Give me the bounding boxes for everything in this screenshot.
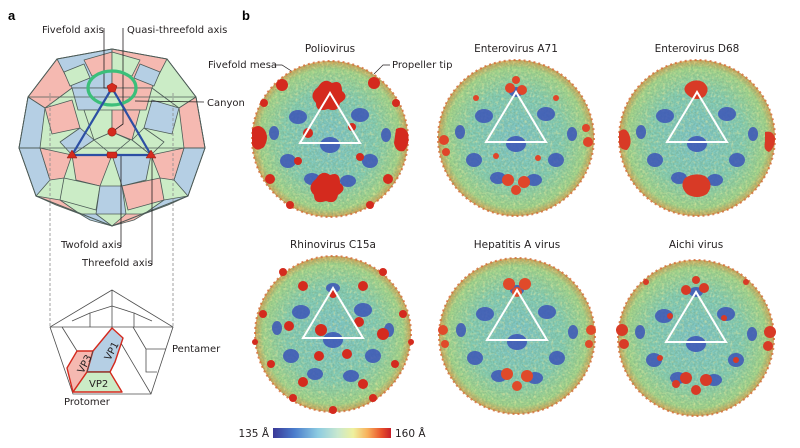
protomer — [66, 327, 124, 393]
fivefold-axis-marker — [106, 82, 118, 93]
quasi-threefold-axis-marker — [107, 127, 117, 137]
threefold-axis-marker-right — [145, 149, 157, 159]
quasi-threefold-axis-label: Quasi-threefold axis — [127, 25, 227, 36]
virus-map-rhinovirus-c15a — [252, 254, 414, 414]
vp2-label: VP2 — [89, 379, 108, 390]
canyon-ring — [86, 69, 138, 107]
icosahedron-diagram — [18, 48, 206, 227]
fivefold-mesa-label: Fivefold mesa — [208, 60, 277, 71]
virus-title-enterovirus-d68: Enterovirus D68 — [655, 43, 740, 55]
threefold-axis-label: Threefold axis — [81, 258, 153, 269]
panel-b: b Poliovirus Enterovirus A71 Enterovirus… — [208, 8, 777, 440]
panel-b-letter: b — [242, 8, 250, 23]
virus-map-enterovirus-d68 — [617, 58, 777, 218]
radius-colorbar: 135 Å 160 Å — [238, 427, 426, 440]
fivefold-axis-label: Fivefold axis — [42, 25, 104, 36]
colorbar-gradient — [273, 428, 391, 438]
propeller-tip-label: Propeller tip — [392, 60, 452, 71]
threefold-axis-marker-left — [66, 149, 78, 159]
pentamer-label: Pentamer — [172, 344, 221, 355]
virus-map-poliovirus — [250, 59, 410, 219]
virus-title-aichi-virus: Aichi virus — [669, 239, 723, 251]
projection-lines — [49, 93, 174, 327]
propeller-tip-leader — [373, 64, 390, 75]
panel-a: a Fivefold axis Quasi-threefold axis Can… — [8, 8, 245, 408]
virus-map-aichi-virus — [616, 258, 776, 418]
virus-title-hepatitis-a-virus: Hepatitis A virus — [474, 239, 560, 251]
colorbar-min-label: 135 Å — [238, 427, 269, 440]
colorbar-max-label: 160 Å — [395, 427, 426, 440]
virus-title-poliovirus: Poliovirus — [305, 43, 355, 55]
panel-a-letter: a — [8, 8, 16, 23]
virus-map-enterovirus-a71 — [436, 58, 596, 218]
canyon-label: Canyon — [207, 98, 245, 109]
virus-title-enterovirus-a71: Enterovirus A71 — [474, 43, 558, 55]
virus-map-hepatitis-a-virus — [437, 256, 597, 416]
twofold-axis-marker — [106, 151, 118, 159]
virus-title-rhinovirus-c15a: Rhinovirus C15a — [290, 239, 376, 251]
protomer-label: Protomer — [64, 397, 111, 408]
twofold-axis-label: Twofold axis — [60, 240, 122, 251]
